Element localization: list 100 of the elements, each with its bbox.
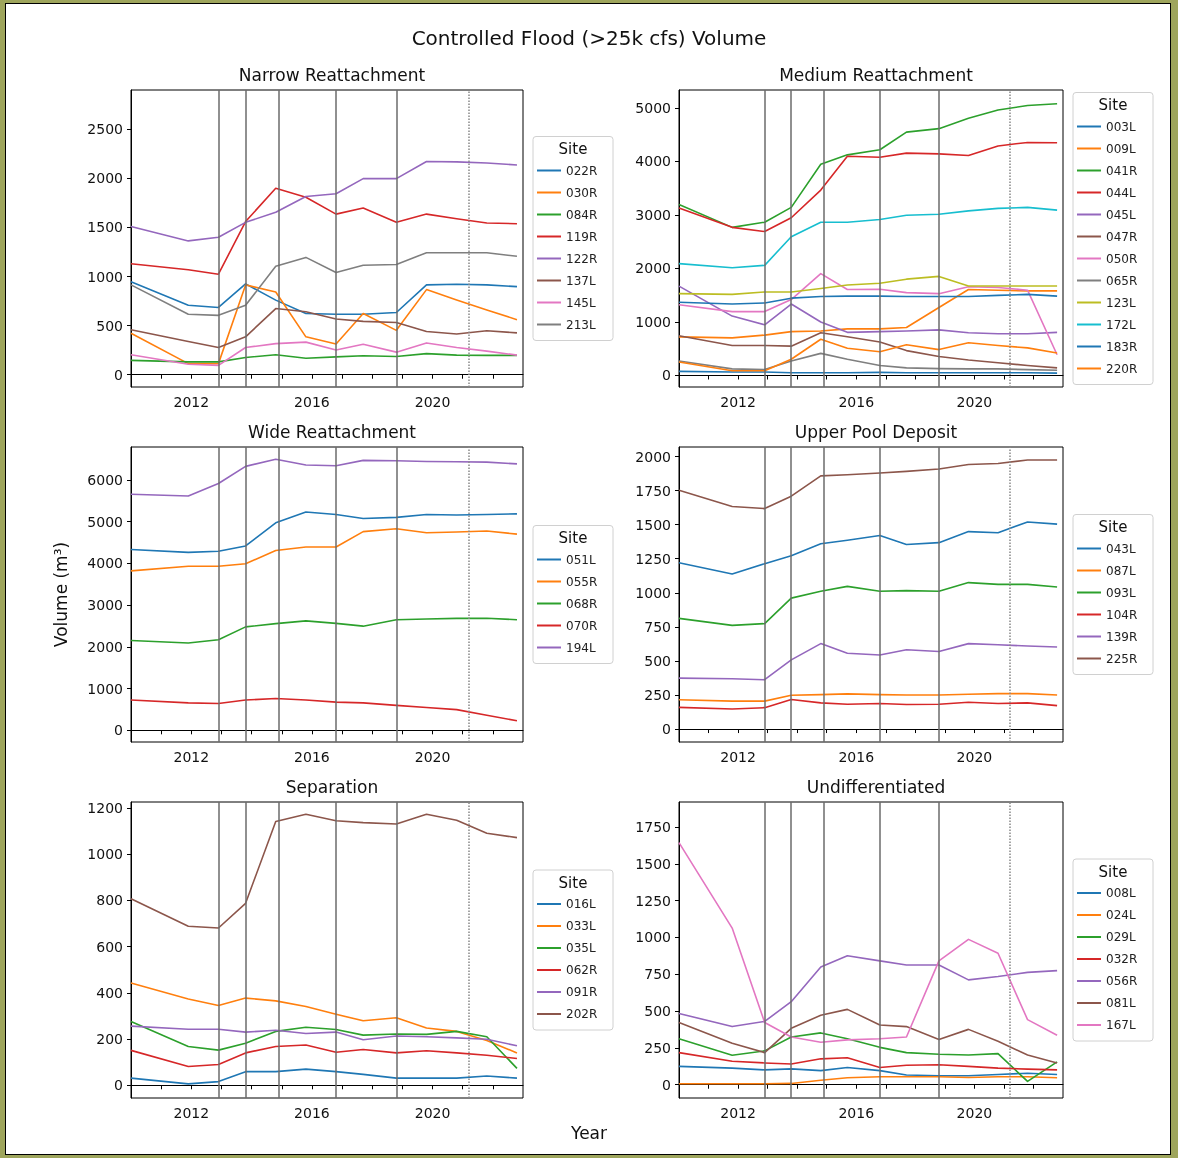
legend-label: 093L (1106, 585, 1136, 600)
legend-label: 045L (1106, 207, 1136, 222)
legend-label: 220R (1106, 361, 1138, 376)
legend-label: 016L (566, 897, 596, 911)
x-tick-label: 2016 (838, 1105, 875, 1121)
x-tick-label: 2012 (720, 749, 756, 765)
legend-title: Site (558, 140, 588, 158)
y-tick-label: 1750 (635, 482, 671, 499)
line-series (130, 160, 518, 242)
legend-label: 008L (1106, 886, 1136, 900)
line-series (678, 275, 1058, 296)
line-series (130, 341, 518, 367)
y-tick-label: 6000 (87, 471, 123, 488)
legend-label: 123L (1106, 295, 1136, 310)
line-series (678, 141, 1058, 233)
y-tick-label: 2000 (635, 448, 671, 465)
chart-title: Wide Reattachment (247, 421, 417, 442)
y-tick-label: 800 (96, 892, 123, 909)
legend-label: 091R (566, 985, 598, 999)
legend-label: 043L (1106, 541, 1136, 556)
x-tick-label: 2016 (294, 394, 330, 410)
legend-label: 030R (566, 185, 598, 200)
legend-label: 003L (1106, 119, 1136, 134)
legend-label: 024L (1106, 908, 1136, 922)
y-tick-label: 3000 (635, 206, 671, 223)
legend-label: 202R (566, 1007, 598, 1021)
line-series (678, 206, 1058, 269)
y-tick-label: 1500 (87, 219, 123, 236)
y-tick-label: 4000 (87, 555, 123, 572)
y-tick-label: 0 (662, 721, 671, 738)
line-series (130, 697, 518, 722)
line-series (130, 617, 518, 644)
line-series (130, 528, 518, 572)
chart-title: Separation (285, 776, 379, 797)
line-series (678, 1065, 1058, 1077)
legend-label: 104R (1106, 607, 1138, 622)
line-series (678, 521, 1058, 575)
y-tick-label: 2000 (635, 260, 671, 277)
line-series (678, 642, 1058, 681)
legend-title: Site (1098, 518, 1128, 536)
legend-label: 122R (566, 251, 598, 266)
y-tick-label: 0 (662, 1076, 671, 1093)
legend-title: Site (558, 873, 588, 892)
x-tick-label: 2020 (956, 394, 993, 410)
y-tick-label: 250 (644, 686, 671, 703)
line-series (130, 982, 518, 1054)
line-series (130, 1025, 518, 1047)
line-series (678, 698, 1058, 710)
legend-label: 047R (1106, 229, 1138, 244)
y-tick-label: 750 (644, 966, 671, 983)
line-series (678, 1032, 1058, 1083)
legend-title: Site (1098, 862, 1128, 881)
x-tick-label: 2020 (414, 749, 451, 765)
line-series (678, 841, 1058, 1043)
line-series (678, 459, 1058, 510)
x-tick-label: 2012 (173, 1105, 210, 1121)
y-tick-label: 1250 (635, 892, 671, 909)
line-series (678, 293, 1058, 305)
y-axis-title: Volume (m³) (50, 541, 71, 648)
y-tick-label: 1250 (635, 550, 671, 567)
line-series (130, 1068, 518, 1085)
y-tick-label: 2000 (87, 638, 123, 655)
legend-label: 032R (1106, 952, 1138, 966)
line-series (678, 1051, 1058, 1071)
x-tick-label: 2012 (720, 1105, 756, 1121)
legend-label: 167L (1106, 1018, 1136, 1032)
y-tick-label: 250 (644, 1039, 671, 1056)
chart-title: Upper Pool Deposit (794, 421, 958, 442)
legend-label: 213L (566, 317, 596, 332)
x-tick-label: 2020 (956, 1105, 993, 1121)
y-tick-label: 1500 (635, 516, 671, 533)
y-tick-label: 1000 (635, 929, 671, 946)
line-series (678, 331, 1058, 369)
y-tick-label: 1000 (635, 313, 671, 330)
y-tick-label: 400 (96, 984, 123, 1001)
legend-label: 225R (1106, 651, 1138, 666)
x-tick-label: 2012 (720, 394, 756, 410)
y-tick-label: 500 (644, 1003, 671, 1020)
legend-label: 084R (566, 207, 598, 222)
x-tick-label: 2016 (838, 394, 875, 410)
legend-label: 137L (566, 273, 596, 288)
y-tick-label: 5000 (87, 513, 123, 530)
x-tick-label: 2012 (173, 394, 210, 410)
legend-label: 022R (566, 163, 598, 178)
legend-label: 050R (1106, 251, 1138, 266)
line-series (130, 280, 518, 316)
line-series (678, 692, 1058, 702)
x-tick-label: 2016 (294, 1105, 330, 1121)
legend-label: 081L (1106, 996, 1136, 1010)
x-tick-label: 2020 (414, 1105, 451, 1121)
line-series (678, 338, 1058, 372)
y-tick-label: 0 (114, 1077, 123, 1094)
legend-label: 033L (566, 919, 596, 933)
legend-label: 009L (1106, 141, 1136, 156)
x-tick-label: 2012 (173, 749, 210, 765)
chart-title: Undifferentiated (806, 776, 946, 797)
y-tick-label: 1500 (635, 855, 671, 872)
line-series (678, 1075, 1058, 1085)
y-tick-label: 1000 (87, 846, 123, 863)
legend-label: 194L (566, 640, 596, 655)
